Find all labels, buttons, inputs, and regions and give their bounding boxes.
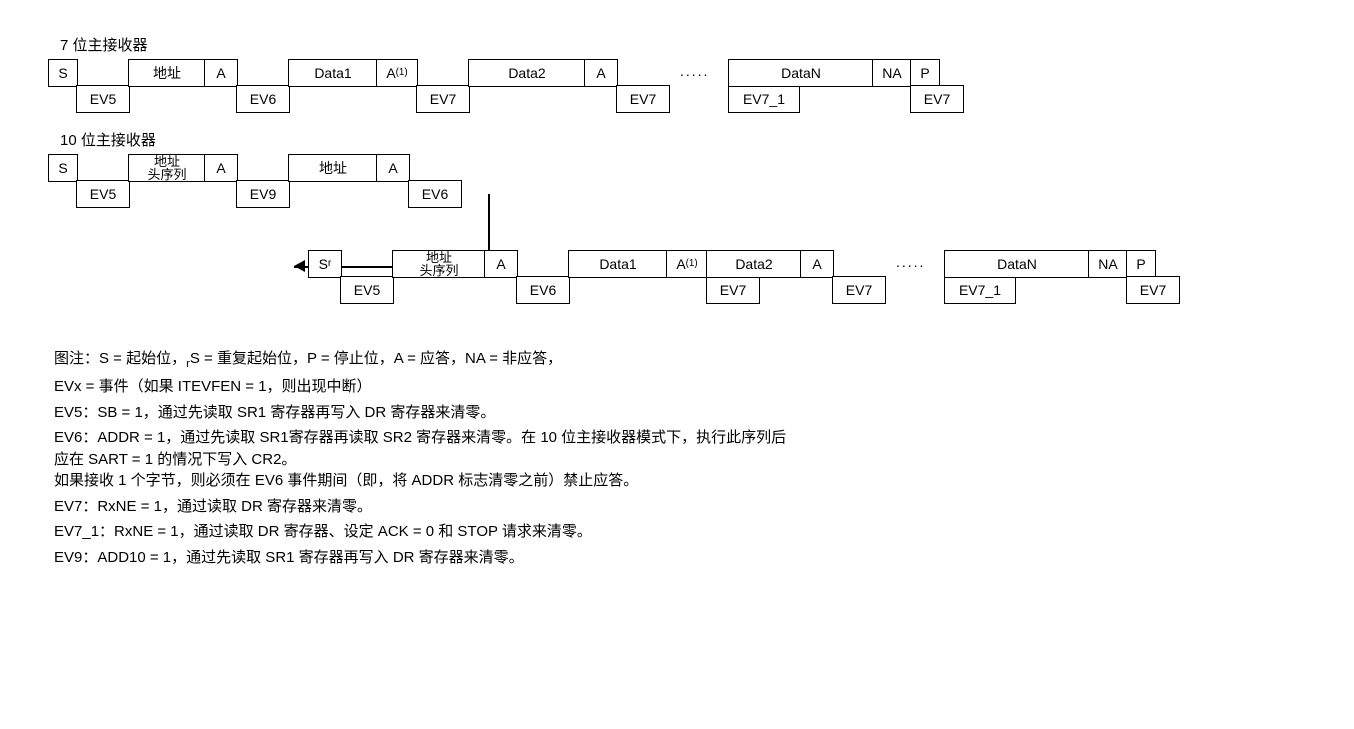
cell-na: NA — [872, 59, 912, 87]
cell-a: A — [204, 59, 238, 87]
legend: 图注：S = 起始位，rS = 重复起始位，P = 停止位，A = 应答，NA … — [54, 346, 1306, 570]
cell-ev7a: EV7 — [416, 85, 470, 113]
cell-a1: A(1) — [376, 59, 418, 87]
cell-a2-10: A — [376, 154, 410, 182]
cell-ev7ab: EV7 — [706, 276, 760, 304]
cell-data2b: Data2 — [706, 250, 802, 278]
legend-line-6: 如果接收 1 个字节，则必须在 EV6 事件期间（即，将 ADDR 标志清零之前… — [54, 468, 1306, 494]
cell-hdr-b: 地址头序列 — [392, 250, 486, 278]
cell-a-10: A — [204, 154, 238, 182]
cell-ev7-1: EV7_1 — [728, 85, 800, 113]
seq-10bit-b: Sr EV5 地址头序列 A EV6 Data1 A(1) EV7 Data2 … — [308, 250, 1354, 306]
legend-line-8: EV7_1：RxNE = 1，通过读取 DR 寄存器、设定 ACK = 0 和 … — [54, 519, 1306, 545]
dots-10b: ..... — [896, 254, 925, 270]
cell-a2: A — [584, 59, 618, 87]
cell-addr-10: 地址 — [288, 154, 378, 182]
cell-a2b: A — [800, 250, 834, 278]
cell-s: S — [48, 59, 78, 87]
dots-7bit: ..... — [680, 63, 709, 79]
title-10bit: 10 位主接收器 — [60, 129, 1306, 150]
seq-7bit: S EV5 地址 A EV6 Data1 A(1) EV7 Data2 A EV… — [48, 59, 1288, 115]
cell-datan: DataN — [728, 59, 874, 87]
cell-addr: 地址 — [128, 59, 206, 87]
cell-ab: A — [484, 250, 518, 278]
legend-line-3: EV5：SB = 1，通过先读取 SR1 寄存器再写入 DR 寄存器来清零。 — [54, 400, 1306, 426]
cell-data2: Data2 — [468, 59, 586, 87]
arrow-head — [294, 260, 305, 272]
cell-ev6: EV6 — [236, 85, 290, 113]
cell-sr: Sr — [308, 250, 342, 278]
cell-pb: P — [1126, 250, 1156, 278]
cell-s-10: S — [48, 154, 78, 182]
cell-datanb: DataN — [944, 250, 1090, 278]
seq-10bit-a: S EV5 地址头序列 A EV9 地址 A EV6 — [48, 154, 648, 210]
cell-ev6-10: EV6 — [408, 180, 462, 208]
cell-ev7b: EV7 — [616, 85, 670, 113]
legend-line-9: EV9：ADD10 = 1，通过先读取 SR1 寄存器再写入 DR 寄存器来清零… — [54, 545, 1306, 571]
cell-p: P — [910, 59, 940, 87]
cell-hdr-10: 地址头序列 — [128, 154, 206, 182]
title-7bit: 7 位主接收器 — [60, 34, 1306, 55]
cell-ev5-10: EV5 — [76, 180, 130, 208]
cell-ev7cb: EV7 — [1126, 276, 1180, 304]
cell-data1: Data1 — [288, 59, 378, 87]
cell-ev9-10: EV9 — [236, 180, 290, 208]
legend-line-2: EVx = 事件（如果 ITEVFEN = 1，则出现中断） — [54, 374, 1306, 400]
cell-a1b: A(1) — [666, 250, 708, 278]
cell-ev7bb: EV7 — [832, 276, 886, 304]
cell-nab: NA — [1088, 250, 1128, 278]
cell-data1b: Data1 — [568, 250, 668, 278]
cell-ev5b: EV5 — [340, 276, 394, 304]
legend-line-7: EV7：RxNE = 1，通过读取 DR 寄存器来清零。 — [54, 494, 1306, 520]
cell-ev7c: EV7 — [910, 85, 964, 113]
cell-ev7-1b: EV7_1 — [944, 276, 1016, 304]
cell-ev5: EV5 — [76, 85, 130, 113]
legend-line-1: 图注：S = 起始位，rS = 重复起始位，P = 停止位，A = 应答，NA … — [54, 346, 1306, 374]
cell-ev6b: EV6 — [516, 276, 570, 304]
